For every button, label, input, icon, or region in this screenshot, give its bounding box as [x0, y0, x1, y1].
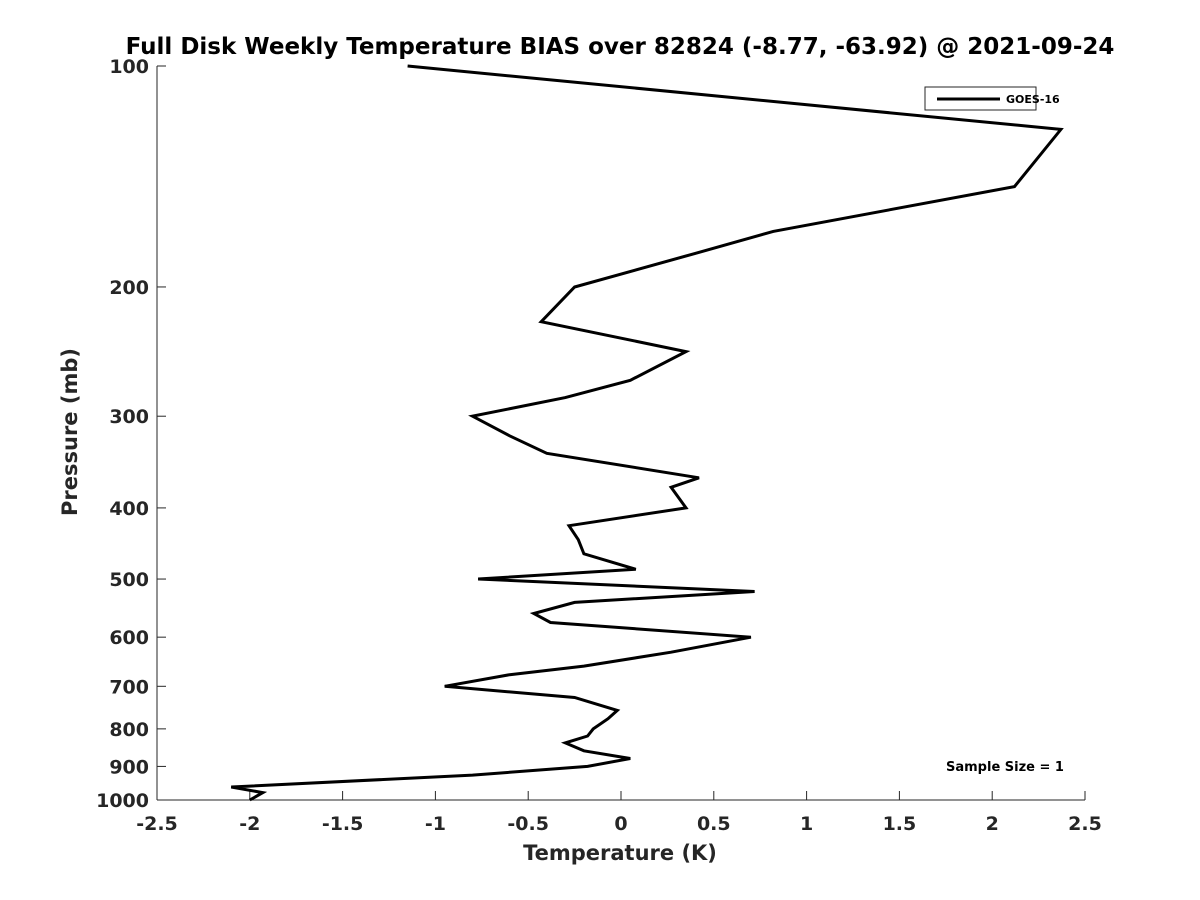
x-tick-label: -1	[425, 813, 446, 835]
y-axis-label: Pressure (mb)	[58, 348, 82, 516]
series-lines	[230, 64, 1064, 802]
x-tick-label: 1	[800, 813, 813, 835]
x-tick-label: 0.5	[697, 813, 731, 835]
plot-axes: -2.5 -2 -1.5 -1 -0.5 0 0.5 1 1.5 2 2.5 100 200 300 400…	[96, 56, 1102, 835]
x-tick-label: 2	[986, 813, 999, 835]
sample-size-annotation: Sample Size = 1	[946, 760, 1064, 775]
x-tick-label: -1.5	[322, 813, 364, 835]
y-tick-label: 900	[109, 756, 149, 778]
y-tick-label: 500	[109, 569, 149, 591]
y-tick-label: 400	[109, 498, 149, 520]
chart-title: Full Disk Weekly Temperature BIAS over 8…	[126, 34, 1115, 60]
y-tick-label: 600	[109, 627, 149, 649]
x-tick-label: 2.5	[1068, 813, 1102, 835]
x-tick-label: 1.5	[883, 813, 917, 835]
series-line-goes-16	[230, 64, 1064, 802]
legend-entry-goes-16: GOES-16	[1006, 93, 1060, 106]
x-tick-label: -0.5	[507, 813, 549, 835]
legend: GOES-16	[924, 86, 1060, 111]
y-tick-label: 700	[109, 676, 149, 698]
y-tick-label: 300	[109, 406, 149, 428]
x-tick-label: -2.5	[136, 813, 178, 835]
y-tick-label: 200	[109, 277, 149, 299]
x-tick-label: -2	[239, 813, 260, 835]
x-tick-label: 0	[614, 813, 627, 835]
y-tick-label: 1000	[96, 790, 149, 812]
y-tick-label: 100	[109, 56, 149, 78]
x-axis-label: Temperature (K)	[523, 841, 717, 865]
y-tick-label: 800	[109, 719, 149, 741]
